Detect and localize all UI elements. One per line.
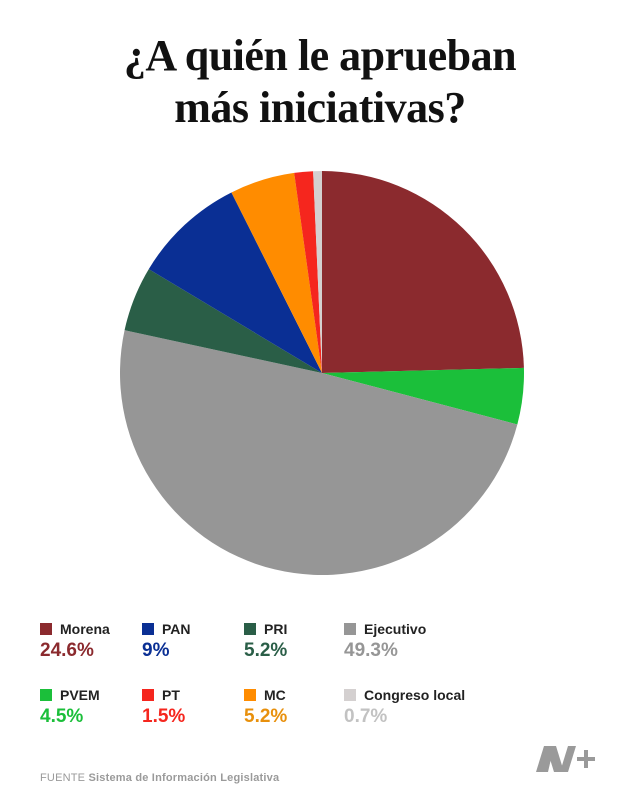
legend-item-pri: PRI 5.2% [244,620,344,668]
nmas-logo-icon [536,746,595,772]
source-note: FUENTE Sistema de Información Legislativ… [40,772,279,784]
legend-item-morena: Morena 24.6% [40,620,142,668]
pie-chart [120,171,524,575]
legend-item-pan: PAN 9% [142,620,244,668]
legend-value: 49.3% [344,640,398,661]
legend-item-pt: PT 1.5% [142,686,244,734]
pie-slice-mc [231,172,322,373]
legend-label: Ejecutivo [364,621,427,637]
legend: Morena 24.6% PAN 9% PRI 5.2% Ejecutivo 49.3% PVE… [40,620,600,734]
legend-value: 5.2% [244,706,288,727]
pie-slice-pt [294,171,322,373]
legend-value: 5.2% [244,640,288,661]
legend-swatch [344,623,356,635]
legend-label: PRI [264,621,288,637]
chart-title-line-1: ¿A quién le aprueban [123,31,517,80]
legend-label: MC [264,687,286,703]
chart-title-line-2: más iniciativas? [174,83,466,132]
legend-swatch [142,689,154,701]
legend-swatch [244,623,256,635]
legend-swatch [40,689,52,701]
legend-label: PT [162,687,180,703]
legend-swatch [344,689,356,701]
legend-label: Morena [60,621,110,637]
legend-value: 0.7% [344,706,388,727]
legend-label: PAN [162,621,191,637]
chart-title: ¿A quién le aprueban más iniciativas? [0,30,640,134]
legend-label: PVEM [60,687,100,703]
legend-swatch [142,623,154,635]
pie-slice-morena [322,171,524,373]
legend-label: Congreso local [364,687,466,703]
legend-value: 1.5% [142,706,186,727]
legend-item-ejecutivo: Ejecutivo 49.3% [344,620,504,668]
pie-slice-pvem [322,367,524,425]
legend-item-mc: MC 5.2% [244,686,344,734]
pie-slice-congreso-local [313,171,322,373]
legend-item-congreso-local: Congreso local 0.7% [344,686,504,734]
legend-item-pvem: PVEM 4.5% [40,686,142,734]
legend-value: 9% [142,640,170,661]
legend-value: 24.6% [40,640,94,661]
pie-slice-pan [148,192,322,373]
legend-swatch [40,623,52,635]
source-prefix: FUENTE [40,772,86,784]
legend-swatch [244,689,256,701]
legend-value: 4.5% [40,706,84,727]
source-name: Sistema de Información Legislativa [88,772,280,784]
pie-slice-ejecutivo [120,330,518,575]
pie-slice-pri [124,269,322,373]
